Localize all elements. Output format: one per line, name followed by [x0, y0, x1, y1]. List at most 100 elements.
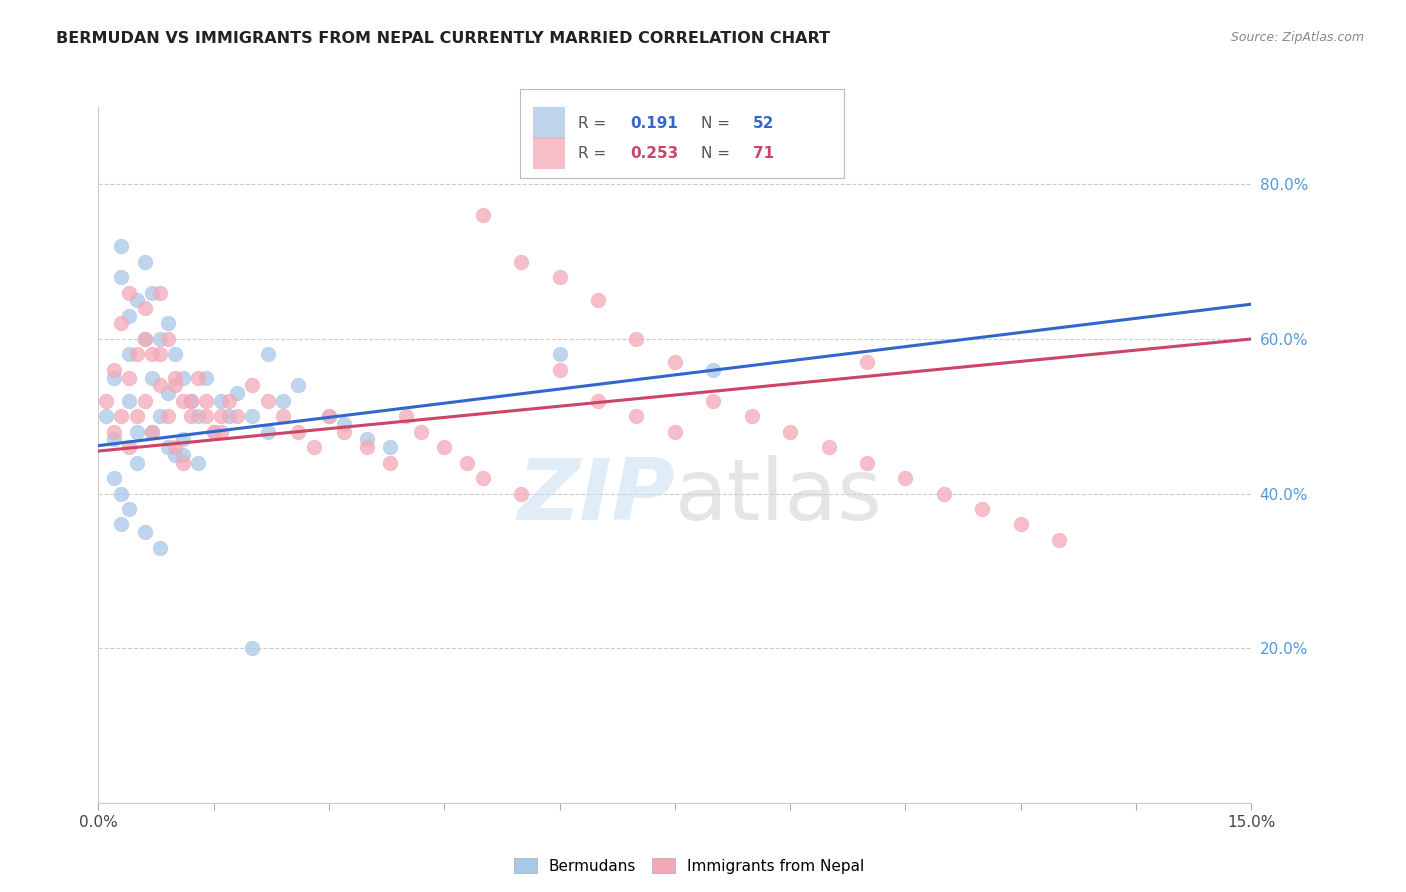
Point — [548, 347, 571, 361]
Point — [103, 471, 125, 485]
Point — [471, 471, 494, 485]
Point — [240, 409, 263, 424]
Point — [134, 393, 156, 408]
Point — [256, 393, 278, 408]
Point — [165, 370, 187, 384]
Point — [817, 440, 839, 454]
Point — [702, 393, 724, 408]
Point — [664, 425, 686, 439]
Point — [972, 502, 994, 516]
Point — [103, 363, 125, 377]
Point — [271, 409, 294, 424]
Point — [256, 425, 278, 439]
Point — [318, 409, 340, 424]
Point — [195, 370, 218, 384]
Point — [218, 409, 240, 424]
Point — [156, 386, 179, 401]
Point — [134, 525, 156, 540]
Point — [141, 370, 163, 384]
Point — [180, 393, 202, 408]
Point — [118, 393, 141, 408]
Point — [240, 641, 263, 656]
Point — [471, 208, 494, 222]
Point — [187, 409, 209, 424]
Point — [356, 440, 378, 454]
Point — [702, 363, 724, 377]
Point — [218, 393, 240, 408]
Point — [741, 409, 763, 424]
Point — [209, 393, 232, 408]
Point — [548, 270, 571, 285]
Text: 0.191: 0.191 — [630, 116, 678, 130]
Text: Source: ZipAtlas.com: Source: ZipAtlas.com — [1230, 31, 1364, 45]
Point — [209, 425, 232, 439]
Point — [510, 486, 533, 500]
Text: 52: 52 — [754, 116, 775, 130]
Point — [125, 293, 148, 308]
Point — [156, 332, 179, 346]
Point — [356, 433, 378, 447]
Point — [118, 370, 141, 384]
Point — [209, 409, 232, 424]
Point — [165, 347, 187, 361]
Point — [395, 409, 418, 424]
Point — [141, 425, 163, 439]
Point — [165, 378, 187, 392]
Point — [125, 347, 148, 361]
Point — [172, 448, 194, 462]
Point — [134, 254, 156, 268]
Point — [94, 409, 117, 424]
Point — [125, 425, 148, 439]
Point — [240, 378, 263, 392]
Point — [172, 370, 194, 384]
Point — [125, 456, 148, 470]
Bar — [533, 107, 565, 139]
Point — [626, 409, 648, 424]
Point — [156, 317, 179, 331]
Point — [380, 456, 402, 470]
Text: R =: R = — [578, 116, 612, 130]
Point — [110, 517, 132, 532]
Point — [856, 355, 879, 369]
Point — [149, 347, 172, 361]
Point — [125, 409, 148, 424]
Point — [202, 425, 225, 439]
Point — [156, 409, 179, 424]
Point — [110, 409, 132, 424]
Text: atlas: atlas — [675, 455, 883, 538]
Point — [134, 301, 156, 315]
Point — [110, 270, 132, 285]
Point — [195, 393, 218, 408]
Point — [932, 486, 955, 500]
Bar — [533, 137, 565, 169]
Point — [172, 393, 194, 408]
Point — [1010, 517, 1032, 532]
Point — [180, 393, 202, 408]
Point — [586, 393, 609, 408]
Legend: Bermudans, Immigrants from Nepal: Bermudans, Immigrants from Nepal — [508, 852, 870, 880]
Point — [664, 355, 686, 369]
Point — [380, 440, 402, 454]
Text: 0.253: 0.253 — [630, 146, 679, 161]
Point — [134, 332, 156, 346]
Text: N =: N = — [702, 116, 735, 130]
Text: BERMUDAN VS IMMIGRANTS FROM NEPAL CURRENTLY MARRIED CORRELATION CHART: BERMUDAN VS IMMIGRANTS FROM NEPAL CURREN… — [56, 31, 830, 46]
Point — [202, 425, 225, 439]
Text: 71: 71 — [754, 146, 775, 161]
Point — [141, 347, 163, 361]
Point — [779, 425, 801, 439]
Point — [548, 363, 571, 377]
Point — [271, 393, 294, 408]
Point — [626, 332, 648, 346]
Point — [195, 409, 218, 424]
Point — [118, 347, 141, 361]
Point — [225, 409, 247, 424]
Point — [110, 317, 132, 331]
Point — [172, 433, 194, 447]
Point — [149, 332, 172, 346]
Point — [165, 448, 187, 462]
Point — [318, 409, 340, 424]
Point — [149, 541, 172, 555]
Point — [141, 425, 163, 439]
Point — [141, 285, 163, 300]
